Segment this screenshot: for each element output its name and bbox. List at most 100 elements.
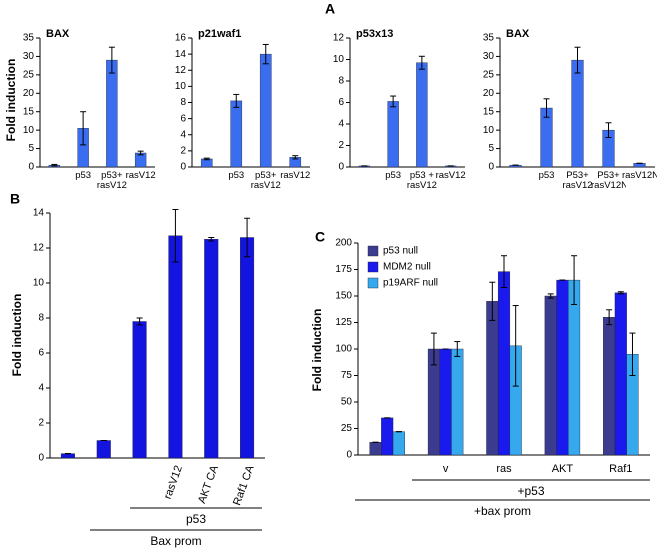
y-tick-label: 12 <box>175 65 187 76</box>
bar <box>392 431 405 456</box>
y-tick-label: 10 <box>483 125 495 136</box>
legend-swatch <box>367 261 379 273</box>
y-tick-label: 0 <box>488 162 494 173</box>
y-tick-label: 10 <box>33 278 45 289</box>
x-tick-label-box: p53 <box>538 171 555 181</box>
y-tick-label: 12 <box>333 33 345 44</box>
x-tick-label-box: rasV12 <box>435 171 466 181</box>
y-tick-label: 20 <box>483 88 495 99</box>
bar <box>614 292 627 456</box>
y-tick-label: 10 <box>23 125 35 136</box>
bar <box>633 163 646 168</box>
x-tick-label-box: p53+ rasV12 <box>250 171 281 191</box>
y-tick-label: 200 <box>335 238 352 249</box>
y-tick-label: 12 <box>33 243 45 254</box>
bar <box>381 417 394 456</box>
y-axis-label: Fold induction <box>310 309 324 392</box>
error-bar <box>418 55 425 70</box>
bar <box>230 100 243 168</box>
error-bar <box>172 209 179 263</box>
x-tick-label: AKT <box>552 463 574 475</box>
bar <box>439 348 452 456</box>
error-bar <box>454 341 461 357</box>
y-tick-label: 15 <box>483 106 495 117</box>
y-tick-label: 35 <box>23 33 35 44</box>
y-axis-label: Fold induction <box>4 59 18 142</box>
error-bar <box>574 46 581 74</box>
y-tick-label: 8 <box>180 97 186 108</box>
error-bar <box>629 332 636 376</box>
error-bar <box>605 122 612 139</box>
bar <box>387 101 399 168</box>
y-tick-label: 0 <box>338 162 344 173</box>
error-bar <box>244 217 251 258</box>
bar <box>568 279 581 456</box>
x-tick-label: P53+ rasV12N17 <box>591 171 626 191</box>
y-tick-label: 25 <box>23 69 35 80</box>
y-tick-label: 6 <box>338 97 344 108</box>
x-tick-label: p53 <box>385 171 402 181</box>
bar <box>106 59 118 168</box>
x-tick-label: ras <box>496 463 512 475</box>
error-bar <box>203 157 210 161</box>
bar <box>168 235 183 459</box>
legend-swatch <box>367 245 379 257</box>
error-bar <box>51 163 58 167</box>
legend-swatch <box>367 277 379 289</box>
error-bar <box>233 93 240 108</box>
x-tick-label: p53 <box>228 171 245 181</box>
x-tick-label-box: p53+ rasV12 <box>97 171 127 191</box>
y-tick-label: 0 <box>38 453 44 464</box>
y-tick-label: 20 <box>23 88 35 99</box>
y-tick-label: 10 <box>333 54 345 65</box>
y-tick-label: 6 <box>180 113 186 124</box>
y-tick-label: 8 <box>38 313 44 324</box>
x-tick-label: rasV12 <box>435 171 466 181</box>
legend-label: MDM2 null <box>383 262 431 273</box>
x-tick-label: rasV12 <box>280 171 311 181</box>
error-bar <box>512 305 519 387</box>
y-tick-label: 4 <box>38 383 44 394</box>
x-tick-label: rasV12 <box>162 464 185 501</box>
y-tick-label: 4 <box>180 129 186 140</box>
error-bar <box>80 111 87 146</box>
panel-label: A <box>325 1 335 17</box>
y-tick-label: 35 <box>483 33 495 44</box>
y-tick-label: 5 <box>28 143 34 154</box>
chart-title: p53x13 <box>356 28 393 40</box>
bar <box>416 62 428 168</box>
x-tick-label-box: p53 <box>75 171 92 181</box>
legend-label: p53 null <box>383 246 418 257</box>
y-tick-label: 0 <box>28 162 34 173</box>
bar <box>259 53 272 168</box>
x-tick-label: p53 <box>538 171 555 181</box>
x-tick-label-box: p53 + rasV12 <box>407 171 437 191</box>
error-bar <box>543 98 550 118</box>
x-tick-label-box: p53 <box>228 171 245 181</box>
bar <box>544 295 557 456</box>
x-tick-label-box: rasV12 <box>126 171 156 181</box>
y-tick-label: 25 <box>483 69 495 80</box>
bar <box>603 317 616 456</box>
y-tick-label: 16 <box>175 33 187 44</box>
y-tick-label: 6 <box>38 348 44 359</box>
y-tick-label: 8 <box>338 76 344 87</box>
panel-label: C <box>315 229 325 245</box>
chart-title: BAX <box>46 28 70 40</box>
error-bar <box>262 43 269 65</box>
bar <box>240 237 255 459</box>
bar <box>60 453 75 459</box>
y-tick-label: 4 <box>338 119 344 130</box>
error-bar <box>489 281 496 321</box>
x-tick-label: p53 <box>75 171 92 181</box>
annotation: +bax prom <box>474 504 531 518</box>
error-bar <box>390 95 397 108</box>
y-tick-label: 125 <box>335 317 352 328</box>
y-tick-label: 75 <box>341 370 353 381</box>
x-tick-label: rasV12N17 <box>622 171 657 181</box>
bar <box>451 348 464 456</box>
panel-label: B <box>10 191 20 207</box>
x-tick-label: p53+ rasV12 <box>250 171 281 191</box>
error-bar <box>617 291 624 295</box>
